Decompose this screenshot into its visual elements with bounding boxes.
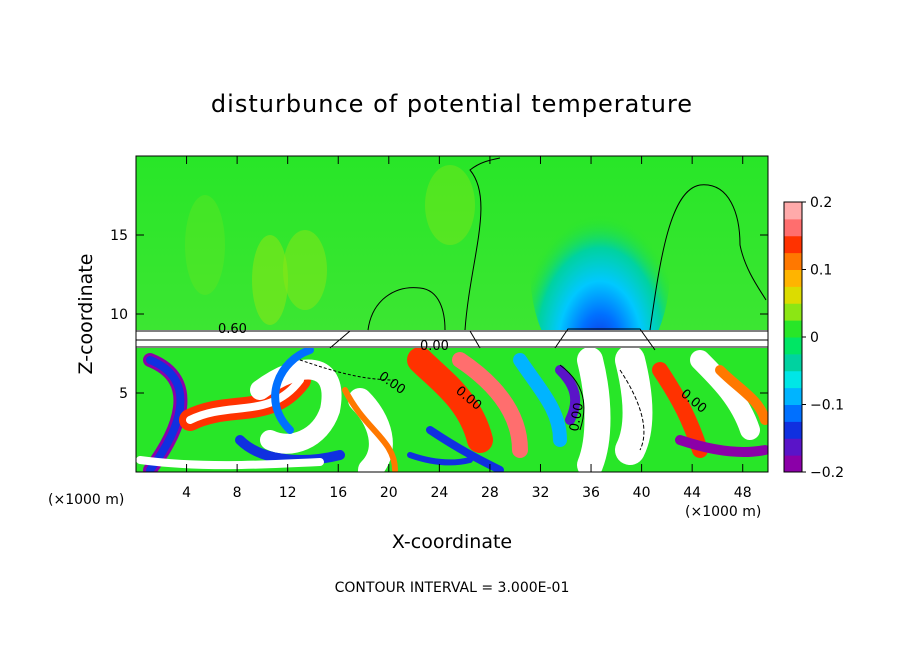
x-tick-label: 48 [734, 485, 752, 501]
contour-interval-note: CONTOUR INTERVAL = 3.000E-01 [335, 580, 570, 596]
colorbar-tick-label: 0 [810, 330, 819, 346]
plume-light [425, 165, 475, 245]
colorbar-swatch [784, 370, 802, 389]
contour-line [649, 184, 767, 331]
plume-light [283, 230, 327, 310]
colorbar-swatch [784, 337, 802, 355]
turbulent-eddies [136, 345, 768, 472]
colorbar-tick-label: −0.1 [810, 398, 844, 414]
colorbar-swatch [784, 218, 802, 237]
contour-label: 0.00 [420, 339, 449, 354]
x-tick-label: 28 [481, 485, 499, 501]
plume-light [185, 195, 225, 295]
colorbar-swatch [784, 320, 802, 338]
colorbar-swatch [784, 235, 802, 254]
colorbar-swatch [784, 387, 802, 405]
x-tick-label: 24 [430, 485, 448, 501]
plume-light [252, 235, 288, 325]
contour-label: 0.00 [567, 402, 587, 433]
y-tick-label: 15 [110, 228, 128, 244]
x-axis: 4 8 12 16 20 24 28 32 36 40 44 48 [182, 156, 752, 501]
colorbar-swatch [784, 455, 802, 473]
x-tick-label: 12 [279, 485, 297, 501]
colorbar-swatch [784, 404, 802, 422]
inversion-contours [136, 328, 768, 451]
colorbar: 0.2 0.1 0 −0.1 −0.2 [783, 195, 844, 481]
colorbar-swatch [784, 286, 802, 304]
colorbar-swatch [784, 303, 802, 321]
x-tick-label: 44 [683, 485, 701, 501]
x-unit-label-left: (×1000 m) [48, 492, 124, 508]
inversion-band [136, 330, 768, 348]
x-tick-label: 40 [633, 485, 651, 501]
contour-line [464, 157, 501, 331]
x-tick-label: 4 [182, 485, 191, 501]
colorbar-swatch [784, 353, 802, 372]
x-axis-label: X-coordinate [392, 531, 512, 553]
colorbar-tick-label: 0.1 [810, 263, 832, 279]
x-tick-label: 16 [329, 485, 347, 501]
colorbar-swatch [784, 269, 802, 287]
y-tick-label: 5 [119, 386, 128, 402]
cold-plume [530, 160, 670, 380]
colorbar-swatch [784, 252, 802, 270]
x-unit-label-right: (×1000 m) [685, 504, 761, 520]
colorbar-tick-label: 0.2 [810, 195, 832, 211]
plot-area [136, 156, 768, 472]
colorbar-swatch [784, 202, 802, 220]
contour-label: 0.60 [218, 322, 247, 337]
y-tick-label: 10 [110, 307, 128, 323]
y-axis: 5 10 15 [110, 228, 768, 402]
x-tick-label: 32 [532, 485, 550, 501]
colorbar-swatch [784, 421, 802, 439]
x-tick-label: 20 [380, 485, 398, 501]
x-tick-label: 36 [582, 485, 600, 501]
y-axis-label: Z-coordinate [75, 254, 97, 375]
x-tick-label: 8 [233, 485, 242, 501]
chart-title: disturbunce of potential temperature [211, 90, 693, 118]
colorbar-tick-label: −0.2 [810, 465, 844, 481]
contour-line [367, 287, 446, 331]
colorbar-swatch [784, 438, 802, 456]
